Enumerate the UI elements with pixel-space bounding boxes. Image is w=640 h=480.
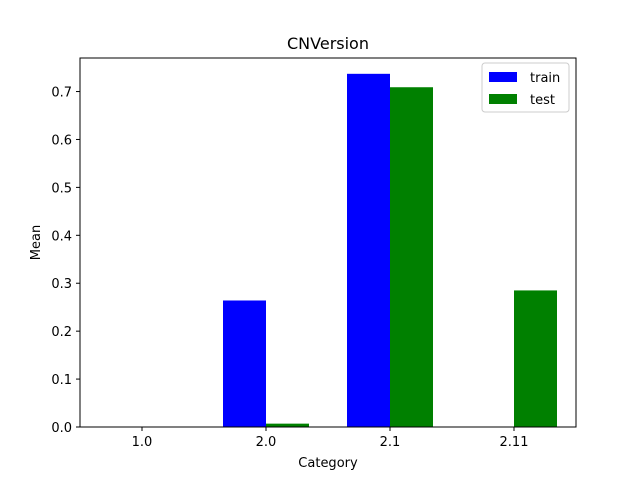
y-tick-label: 0.4 xyxy=(51,229,72,244)
bar-test-2.0 xyxy=(266,423,309,427)
legend-swatch-train xyxy=(489,72,517,82)
y-axis: 0.0 0.1 0.2 0.3 0.4 0.5 0.6 0.7 xyxy=(51,86,80,436)
bar-test-2.1 xyxy=(390,87,433,427)
x-tick-label: 1.0 xyxy=(132,435,153,450)
y-tick-label: 0.3 xyxy=(51,277,72,292)
y-tick-label: 0.5 xyxy=(51,181,72,196)
x-axis-label: Category xyxy=(298,456,358,471)
plot-frame xyxy=(79,57,577,428)
bars-layer xyxy=(223,73,557,428)
x-tick-label: 2.1 xyxy=(380,435,401,450)
chart-title: CNVersion xyxy=(287,34,369,53)
x-axis: 1.0 2.0 2.1 2.11 xyxy=(132,427,529,450)
y-tick-label: 0.7 xyxy=(51,86,72,101)
x-tick-label: 2.0 xyxy=(256,435,277,450)
legend-label-test: test xyxy=(530,93,555,108)
bar-train-2.0 xyxy=(223,300,266,427)
y-axis-label: Mean xyxy=(29,225,44,260)
legend: train test xyxy=(481,62,570,113)
y-tick-label: 0.0 xyxy=(51,421,72,436)
y-tick-label: 0.2 xyxy=(51,325,72,340)
bar-train-2.1 xyxy=(347,73,390,428)
legend-label-train: train xyxy=(530,71,560,86)
bar-test-2.11 xyxy=(514,290,557,427)
legend-swatch-test xyxy=(489,94,517,104)
x-tick-label: 2.11 xyxy=(500,435,529,450)
y-tick-label: 0.1 xyxy=(51,373,72,388)
y-tick-label: 0.6 xyxy=(51,133,72,148)
